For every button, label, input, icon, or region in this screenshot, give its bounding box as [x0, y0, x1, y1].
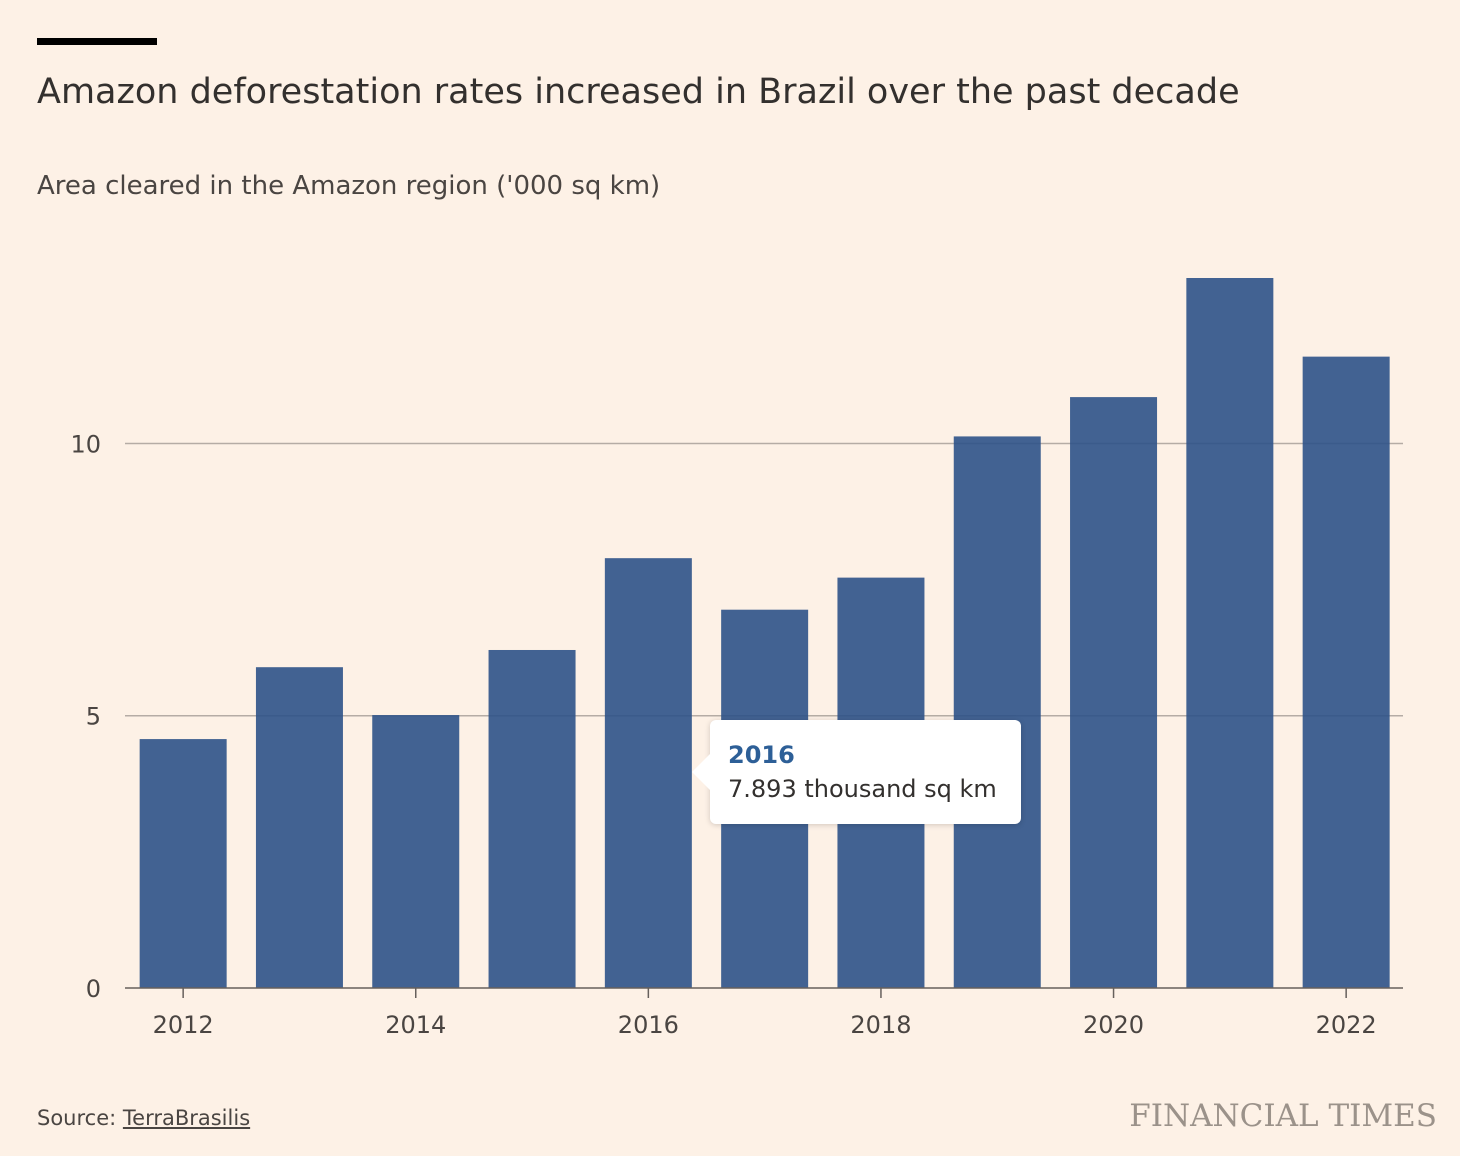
x-tick-label-2016: 2016	[618, 1011, 679, 1039]
bar-2019	[953, 436, 1041, 988]
bar-2015	[488, 649, 576, 988]
bar-2016	[604, 558, 692, 988]
tooltip-year: 2016	[728, 741, 795, 769]
tooltip: 2016 7.893 thousand sq km	[692, 720, 1021, 824]
source-note: Source: TerraBrasilis	[37, 1102, 250, 1134]
source-prefix: Source:	[37, 1106, 123, 1130]
chart-title: Amazon deforestation rates increased in …	[37, 72, 1240, 112]
bar-2012	[139, 739, 227, 988]
bar-2022	[1302, 356, 1390, 988]
y-tick-label-5: 5	[86, 703, 101, 731]
y-tick-label-0: 0	[86, 975, 101, 1003]
x-tick-label-2022: 2022	[1316, 1011, 1377, 1039]
bar-2020	[1070, 397, 1158, 989]
x-axis	[125, 987, 1403, 998]
x-tick-label-2020: 2020	[1083, 1011, 1144, 1039]
source-link[interactable]: TerraBrasilis	[122, 1106, 251, 1130]
bar-2013	[255, 667, 343, 988]
chart-subtitle: Area cleared in the Amazon region ('000 …	[37, 171, 661, 201]
x-tick-label-2018: 2018	[850, 1011, 911, 1039]
axis-labels: 0 5 10 2012 2014 2016 2018 2020 2022	[70, 430, 1376, 1039]
bar-2021	[1186, 278, 1274, 988]
tooltip-value: 7.893 thousand sq km	[728, 775, 997, 803]
ft-logo: FINANCIAL TIMES	[1129, 1098, 1437, 1134]
x-tick-label-2012: 2012	[153, 1011, 214, 1039]
bar-2014	[372, 715, 460, 988]
x-tick-label-2014: 2014	[385, 1011, 446, 1039]
y-tick-label-10: 10	[70, 430, 101, 458]
bars	[139, 278, 1390, 989]
top-rule	[37, 38, 157, 45]
